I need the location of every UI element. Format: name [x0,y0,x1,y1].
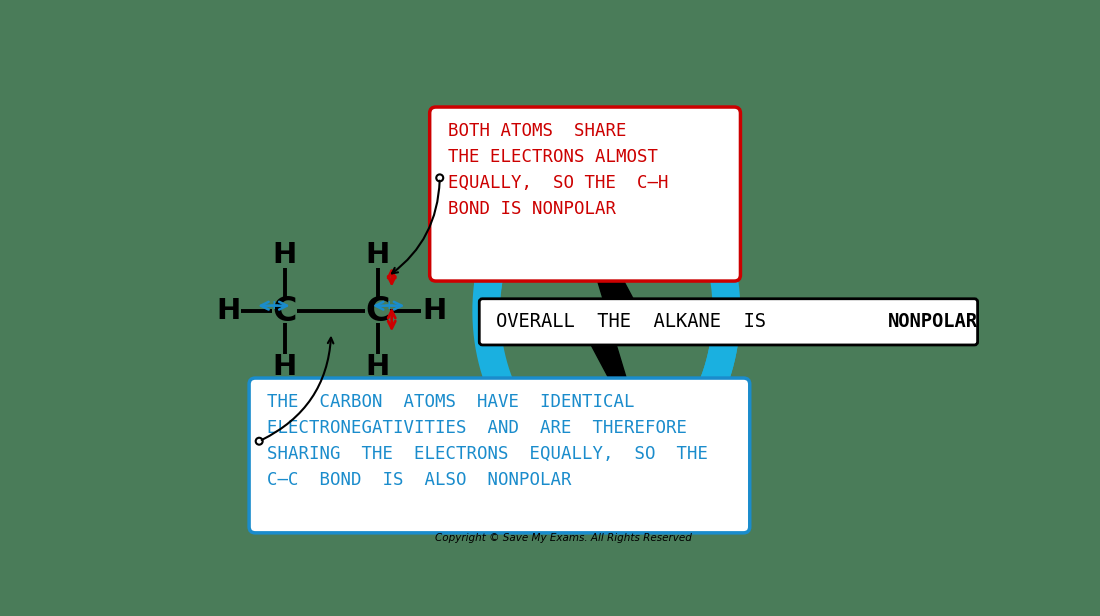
Text: C: C [273,294,297,328]
Text: H: H [422,297,447,325]
Polygon shape [563,169,649,453]
FancyBboxPatch shape [480,299,978,345]
Text: H: H [273,354,297,381]
Text: NONPOLAR: NONPOLAR [888,312,978,331]
FancyBboxPatch shape [249,378,750,533]
Text: H: H [273,241,297,269]
FancyBboxPatch shape [430,107,740,281]
Text: THE  CARBON  ATOMS  HAVE  IDENTICAL
ELECTRONEGATIVITIES  AND  ARE  THEREFORE
SHA: THE CARBON ATOMS HAVE IDENTICAL ELECTRON… [267,394,708,488]
Text: H: H [216,297,240,325]
Text: H: H [365,241,389,269]
Text: H: H [365,354,389,381]
Text: BOTH ATOMS  SHARE
THE ELECTRONS ALMOST
EQUALLY,  SO THE  C–H
BOND IS NONPOLAR: BOTH ATOMS SHARE THE ELECTRONS ALMOST EQ… [448,123,668,217]
Text: +: + [268,299,279,312]
Text: Copyright © Save My Exams. All Rights Reserved: Copyright © Save My Exams. All Rights Re… [436,533,692,543]
Text: C: C [365,294,390,328]
Text: +: + [383,299,394,312]
Text: OVERALL  THE  ALKANE  IS: OVERALL THE ALKANE IS [496,312,789,331]
